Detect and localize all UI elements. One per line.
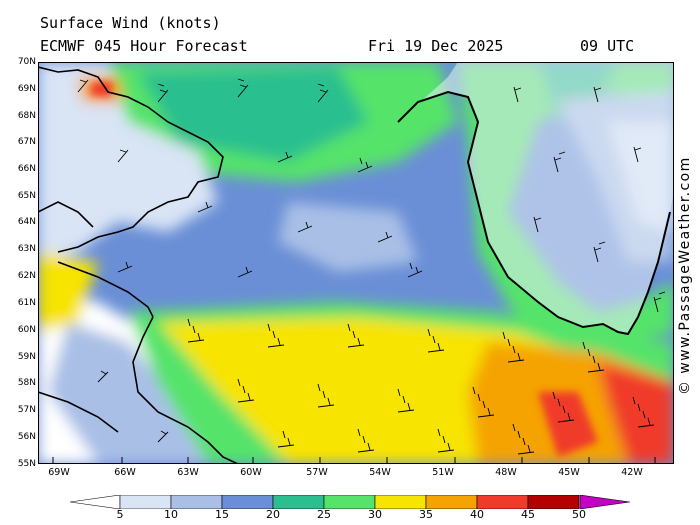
lon-label: 54W <box>369 467 391 478</box>
wind-speed-colorbar <box>70 495 630 509</box>
lat-label: 68N <box>17 111 36 121</box>
lon-label: 51W <box>432 467 454 478</box>
lat-label: 56N <box>17 432 36 442</box>
graticule-ticks <box>52 457 656 464</box>
credit-watermark: © www.PassageWeather.com <box>677 156 693 395</box>
colorbar-segment <box>527 495 580 509</box>
forecast-model-label: ECMWF 045 Hour Forecast <box>40 37 248 55</box>
colorbar-segment <box>425 495 478 509</box>
lon-label: 66W <box>114 467 136 478</box>
wind-map <box>38 62 674 464</box>
colorbar-segment <box>170 495 223 509</box>
lat-label: 62N <box>17 271 36 281</box>
forecast-date: Fri 19 Dec 2025 <box>368 37 504 55</box>
lat-label: 63N <box>17 244 36 254</box>
colorbar-label: 30 <box>368 508 382 521</box>
lat-label: 59N <box>17 352 36 362</box>
wind-barbs <box>77 78 666 455</box>
canada-coast <box>38 66 239 464</box>
lat-label: 67N <box>17 137 36 147</box>
colorbar-label: 5 <box>116 508 124 521</box>
colorbar-label: 50 <box>572 508 586 521</box>
colorbar-segments <box>119 495 580 509</box>
colorbar-lower-arrow <box>70 495 121 509</box>
lon-label: 45W <box>558 467 580 478</box>
colorbar-label: 25 <box>317 508 331 521</box>
lat-label: 65N <box>17 191 36 201</box>
map-frame <box>38 62 674 464</box>
colorbar-label: 45 <box>521 508 535 521</box>
lon-label: 60W <box>240 467 262 478</box>
colorbar-segment <box>272 495 325 509</box>
lon-label: 69W <box>48 467 70 478</box>
lat-label: 57N <box>17 405 36 415</box>
lat-label: 69N <box>17 84 36 94</box>
colorbar-label: 40 <box>470 508 484 521</box>
colorbar-segment <box>119 495 172 509</box>
colorbar-upper-arrow <box>579 495 630 509</box>
colorbar-label: 15 <box>215 508 229 521</box>
lat-label: 60N <box>17 325 36 335</box>
colorbar-segment <box>476 495 529 509</box>
lat-label: 66N <box>17 164 36 174</box>
colorbar-label: 20 <box>266 508 280 521</box>
colorbar-segment <box>374 495 427 509</box>
lat-label: 58N <box>17 378 36 388</box>
lon-label: 48W <box>495 467 517 478</box>
lat-label: 55N <box>17 459 36 469</box>
forecast-time: 09 UTC <box>580 37 635 55</box>
greenland-coast <box>397 62 674 336</box>
lon-label: 57W <box>306 467 328 478</box>
lat-label: 61N <box>17 298 36 308</box>
colorbar-segment <box>323 495 376 509</box>
lon-label: 63W <box>177 467 199 478</box>
lat-label: 70N <box>17 57 36 67</box>
wind-speed-shading <box>38 62 674 464</box>
lat-label: 64N <box>17 217 36 227</box>
lon-label: 42W <box>621 467 643 478</box>
colorbar-label: 35 <box>419 508 433 521</box>
map-title: Surface Wind (knots) <box>40 14 221 32</box>
colorbar-label: 10 <box>164 508 178 521</box>
colorbar-segment <box>221 495 274 509</box>
